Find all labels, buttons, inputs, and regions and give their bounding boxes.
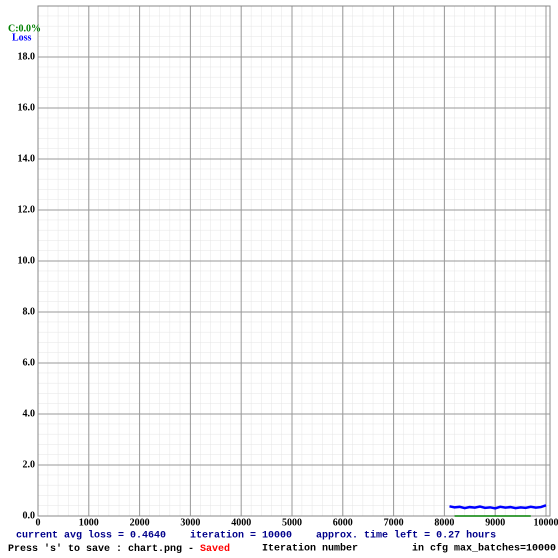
x-tick-label: 2000 (130, 517, 150, 528)
y-tick-label: 8.0 (23, 306, 36, 317)
x-tick-label: 1000 (79, 517, 99, 528)
legend-loss: Loss (12, 32, 32, 43)
x-axis-label: Iteration number (262, 543, 358, 555)
y-tick-label: 16.0 (18, 102, 36, 113)
x-tick-label: 5000 (282, 517, 302, 528)
x-tick-label: 6000 (333, 517, 353, 528)
y-tick-label: 18.0 (18, 51, 36, 62)
plot-frame (37, 5, 551, 517)
y-tick-label: 14.0 (18, 153, 36, 164)
y-tick-label: 12.0 (18, 204, 36, 215)
y-tick-label: 4.0 (23, 408, 36, 419)
save-hint: Press 's' to save : chart.png - Saved (8, 543, 230, 555)
x-tick-label: 0 (36, 517, 41, 528)
x-tick-label: 8000 (434, 517, 454, 528)
series-line (449, 504, 547, 510)
y-tick-label: 6.0 (23, 357, 36, 368)
legend-accuracy: C:0.0% (8, 23, 41, 34)
cfg-note: in cfg max_batches=10000 (412, 543, 556, 555)
x-tick-label: 7000 (384, 517, 404, 528)
x-tick-label: 3000 (180, 517, 200, 528)
save-state: Saved (200, 543, 230, 555)
x-tick-label: 10000 (534, 517, 558, 528)
y-tick-label: 0.0 (23, 510, 36, 521)
x-tick-label: 4000 (231, 517, 251, 528)
x-tick-label: 9000 (485, 517, 505, 528)
status-line: current avg loss = 0.4640 iteration = 10… (16, 530, 496, 542)
save-hint-text: Press 's' to save : chart.png - (8, 543, 200, 555)
y-tick-label: 2.0 (23, 459, 36, 470)
y-tick-label: 10.0 (18, 255, 36, 266)
